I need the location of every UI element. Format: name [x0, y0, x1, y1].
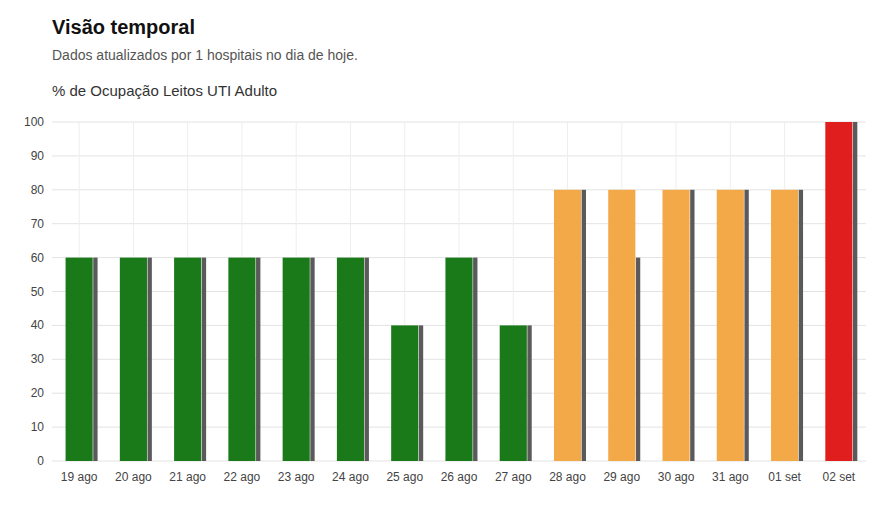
secondary-bar	[799, 190, 803, 461]
x-tick-label: 25 ago	[386, 470, 423, 484]
secondary-bar	[582, 190, 586, 461]
secondary-bar	[419, 325, 423, 461]
x-tick-label: 01 set	[768, 470, 801, 484]
bar	[663, 190, 690, 461]
secondary-bar	[365, 258, 369, 461]
bar	[228, 258, 255, 461]
x-tick-label: 24 ago	[332, 470, 369, 484]
y-tick-label: 20	[31, 386, 45, 400]
x-tick-label: 26 ago	[441, 470, 478, 484]
bar	[283, 258, 310, 461]
y-tick-label: 30	[31, 352, 45, 366]
x-tick-label: 19 ago	[61, 470, 98, 484]
x-tick-label: 02 set	[823, 470, 856, 484]
secondary-bar	[636, 258, 640, 461]
y-tick-label: 50	[31, 285, 45, 299]
title: Visão temporal	[52, 16, 195, 38]
y-tick-label: 60	[31, 251, 45, 265]
x-tick-label: 21 ago	[169, 470, 206, 484]
y-tick-label: 0	[37, 454, 44, 468]
bar	[825, 122, 852, 461]
subtitle: Dados atualizados por 1 hospitais no dia…	[52, 47, 358, 63]
secondary-bar	[690, 190, 694, 461]
x-tick-label: 28 ago	[549, 470, 586, 484]
secondary-bar	[256, 258, 260, 461]
chart: Visão temporal Dados atualizados por 1 ho…	[0, 0, 888, 505]
bar	[337, 258, 364, 461]
x-tick-label: 23 ago	[278, 470, 315, 484]
bar	[771, 190, 798, 461]
secondary-bar	[202, 258, 206, 461]
y-tick-label: 80	[31, 183, 45, 197]
bar	[174, 258, 201, 461]
x-tick-label: 27 ago	[495, 470, 532, 484]
series-0	[66, 122, 853, 461]
bar	[66, 258, 93, 461]
y-tick-label: 90	[31, 149, 45, 163]
y-tick-label: 70	[31, 217, 45, 231]
bars	[66, 122, 858, 461]
bar	[391, 325, 418, 461]
x-tick-label: 29 ago	[603, 470, 640, 484]
secondary-bar	[853, 122, 857, 461]
x-tick-label: 22 ago	[224, 470, 261, 484]
secondary-bar	[744, 190, 748, 461]
series-1	[93, 122, 857, 461]
bar	[554, 190, 581, 461]
secondary-bar	[473, 258, 477, 461]
y-tick-label: 40	[31, 318, 45, 332]
secondary-bar	[93, 258, 97, 461]
y-axis-label: % de Ocupação Leitos UTI Adulto	[52, 82, 277, 99]
bar	[608, 190, 635, 461]
y-tick-label: 10	[31, 420, 45, 434]
bar	[717, 190, 744, 461]
y-axis: 0 10 20 30 40 50 60 70 80 90 100	[24, 115, 44, 468]
bar	[445, 258, 472, 461]
secondary-bar	[310, 258, 314, 461]
bar	[500, 325, 527, 461]
secondary-bar	[527, 325, 531, 461]
x-tick-label: 20 ago	[115, 470, 152, 484]
y-tick-label: 100	[24, 115, 44, 129]
grid	[52, 122, 866, 461]
chart-container: Visão temporal Dados atualizados por 1 ho…	[0, 0, 888, 505]
secondary-bar	[148, 258, 152, 461]
x-axis: 19 ago 20 ago 21 ago 22 ago 23 ago 24 ago 25 a…	[61, 470, 856, 484]
x-tick-label: 30 ago	[658, 470, 695, 484]
bar	[120, 258, 147, 461]
x-tick-label: 31 ago	[712, 470, 749, 484]
